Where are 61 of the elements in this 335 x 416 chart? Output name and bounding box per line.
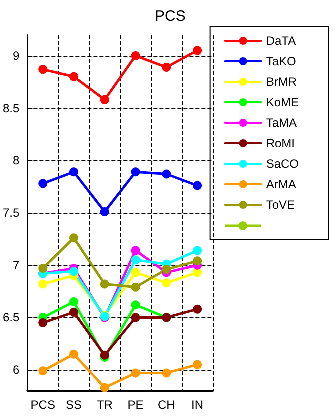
- point: [70, 234, 79, 243]
- point: [162, 62, 172, 72]
- point: [131, 256, 140, 265]
- point: [70, 350, 79, 359]
- point: [131, 368, 140, 378]
- point: [38, 280, 48, 289]
- x-tick-label: CH: [158, 398, 176, 412]
- point: [131, 168, 140, 177]
- x-tick-label: PE: [128, 398, 144, 412]
- point: [193, 246, 202, 256]
- point: [131, 282, 140, 292]
- legend-label: DaTA: [266, 34, 296, 48]
- y-tick-label: 9: [12, 48, 20, 63]
- point: [131, 51, 140, 60]
- point: [162, 265, 172, 274]
- point: [100, 207, 110, 216]
- legend-label: TaMA: [266, 116, 298, 130]
- point: [100, 280, 110, 289]
- y-tick-label: 8.5: [2, 101, 20, 116]
- legend-label: RoMI: [266, 136, 295, 150]
- legend-label: KoME: [266, 96, 300, 110]
- point: [70, 267, 79, 276]
- point: [193, 304, 202, 314]
- point: [193, 181, 202, 190]
- point: [70, 72, 79, 82]
- point: [38, 318, 48, 328]
- point: [131, 246, 140, 256]
- point: [38, 264, 48, 273]
- y-tick-label: 6: [12, 363, 20, 378]
- point: [100, 383, 110, 392]
- point: [70, 308, 79, 317]
- point: [100, 350, 110, 360]
- point: [131, 313, 140, 322]
- legend-label: ArMA: [266, 178, 296, 192]
- point: [70, 168, 79, 177]
- legend-label: SaCO: [266, 157, 300, 171]
- y-tick-label: 7.5: [2, 206, 20, 220]
- legend-label: ToVE: [266, 198, 296, 212]
- point: [100, 95, 110, 104]
- point: [131, 268, 140, 278]
- x-tick-label: TR: [96, 398, 114, 412]
- point: [38, 366, 48, 376]
- y-tick-label: 6.5: [2, 310, 20, 325]
- x-tick-label: IN: [192, 398, 204, 412]
- point: [162, 368, 172, 378]
- point: [131, 300, 140, 310]
- point: [193, 256, 202, 266]
- point: [38, 65, 48, 74]
- y-tick-label: 7: [12, 258, 20, 272]
- point: [162, 278, 172, 288]
- point: [38, 179, 48, 188]
- point: [70, 298, 79, 306]
- x-tick-label: SS: [66, 398, 82, 412]
- y-tick-label: 8: [12, 154, 20, 168]
- legend-label: TaKO: [266, 54, 296, 68]
- legend-label: BrMR: [266, 75, 298, 89]
- x-tick-label: PCS: [30, 398, 56, 412]
- point: [162, 170, 172, 179]
- chart-title: PCS: [155, 8, 186, 25]
- point: [193, 46, 202, 56]
- point: [193, 360, 202, 370]
